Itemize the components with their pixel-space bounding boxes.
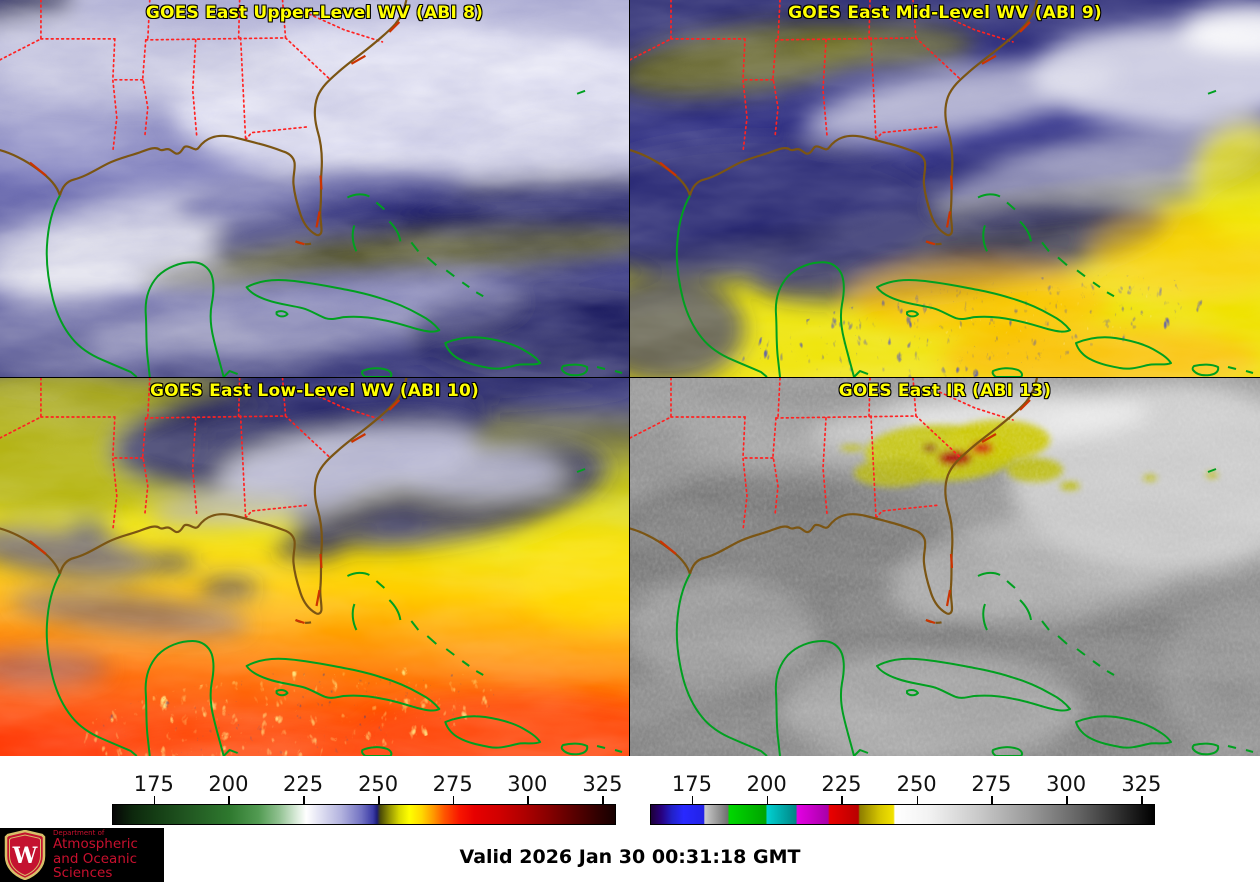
logo-dept-line: Department of — [53, 829, 105, 838]
ir-colorbar: 175 200 225 250 275 300 325 — [650, 768, 1162, 825]
ir-colorbar-gradient — [650, 804, 1155, 825]
panel-title-abi13: GOES East IR (ABI 13) — [838, 381, 1052, 401]
panel-title-abi8: GOES East Upper-Level WV (ABI 8) — [145, 3, 484, 23]
satellite-image-abi9 — [630, 0, 1260, 377]
colorbar-tick-label: 300 — [507, 772, 548, 796]
colorbar-tick-label: 275 — [432, 772, 473, 796]
colorbar-tick-label: 325 — [1121, 772, 1162, 796]
colorbar-tick-label: 200 — [746, 772, 787, 796]
colorbar-tick-label: 225 — [282, 772, 324, 796]
uw-aos-logo: W Department of Atmospheric and Oceanic … — [0, 828, 164, 882]
colorbar-tick-label: 200 — [208, 772, 249, 796]
ir-colorbar-labels: 175 200 225 250 275 300 325 — [650, 768, 1162, 796]
colorbar-tick-label: 225 — [821, 772, 862, 796]
colorbar-tick-label: 325 — [582, 772, 623, 796]
colorbar-tick-label: 250 — [896, 772, 937, 796]
colorbar-tick-label: 175 — [133, 772, 174, 796]
colorbar-tick-label: 250 — [358, 772, 399, 796]
satellite-image-abi8 — [0, 0, 629, 377]
crest-letter: W — [12, 843, 38, 869]
colorbar-tick-label: 300 — [1046, 772, 1087, 796]
panel-title-abi10: GOES East Low-Level WV (ABI 10) — [149, 381, 479, 401]
satellite-quad-grid: GOES East Upper-Level WV (ABI 8) — [0, 0, 1260, 756]
panel-ir: GOES East IR (ABI 13) — [630, 378, 1260, 756]
wv-colorbar-gradient — [112, 804, 616, 825]
satellite-image-abi13 — [630, 378, 1260, 756]
wv-colorbar: 175 200 225 250 275 300 325 — [112, 768, 623, 825]
ir-colorbar-ticks — [650, 796, 1155, 804]
colorbar-tick-label: 275 — [971, 772, 1012, 796]
legend-footer-area: 175 200 225 250 275 300 325 175 200 225 … — [0, 756, 1260, 882]
logo-name-line1: Atmospheric — [53, 836, 138, 853]
valid-timestamp: Valid 2026 Jan 30 00:31:18 GMT — [459, 846, 801, 868]
logo-text: Department of Atmospheric and Oceanic Sc… — [53, 829, 164, 881]
panel-upper-level-wv: GOES East Upper-Level WV (ABI 8) — [0, 0, 630, 378]
panel-title-abi9: GOES East Mid-Level WV (ABI 9) — [788, 3, 1102, 23]
colorbar-tick-label: 175 — [671, 772, 712, 796]
wv-colorbar-ticks — [112, 796, 616, 804]
panel-mid-level-wv: GOES East Mid-Level WV (ABI 9) — [630, 0, 1260, 378]
uw-crest-icon: W — [4, 830, 46, 880]
wv-colorbar-labels: 175 200 225 250 275 300 325 — [112, 768, 623, 796]
logo-name-line2: and Oceanic Sciences — [53, 850, 138, 881]
panel-low-level-wv: GOES East Low-Level WV (ABI 10) — [0, 378, 630, 756]
satellite-image-abi10 — [0, 378, 629, 756]
